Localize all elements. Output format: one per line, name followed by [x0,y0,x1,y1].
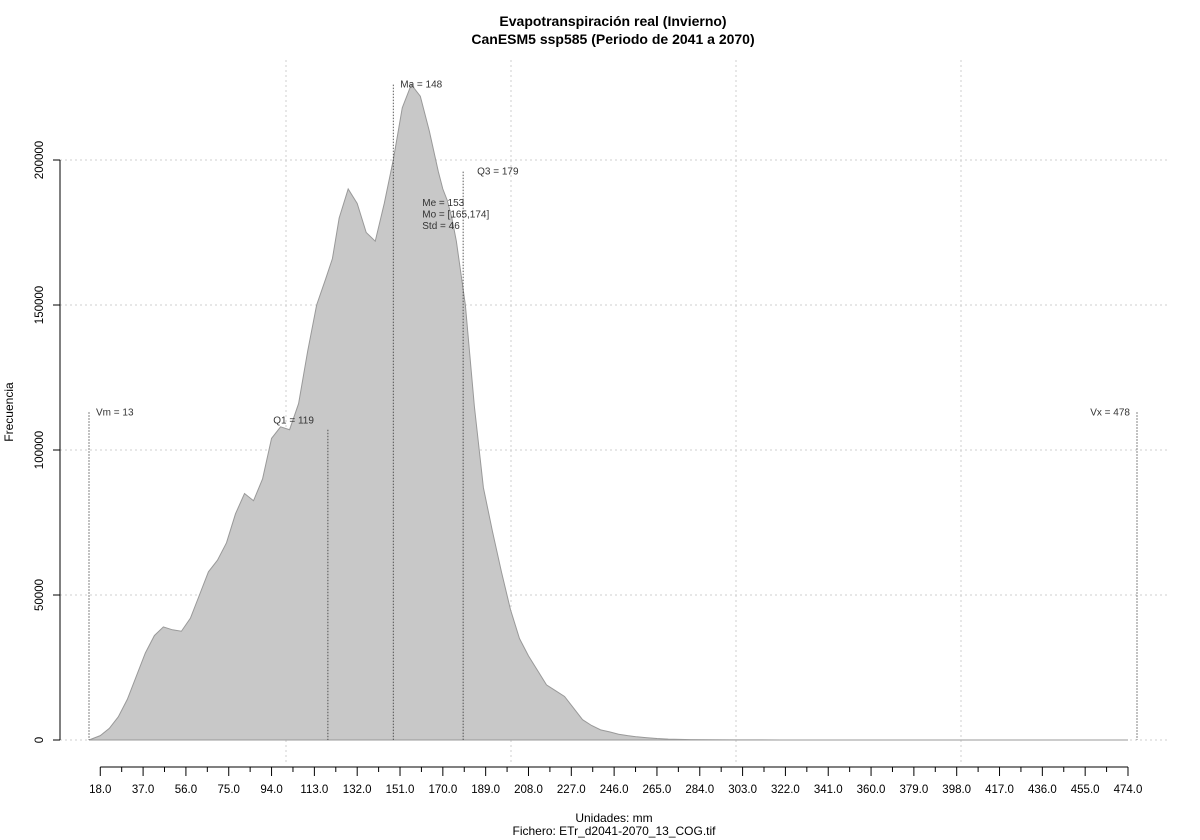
x-axis: 18.0 37.0 56.0 75.0 94.0 113.0 132.0 151.0 170.0… [89,766,1143,796]
x-tick-label: 474.0 [1114,784,1143,796]
stat-label: Me = 153 [422,198,464,209]
stat-annotations: Vm = 13 Vx = 478 Q1 = 119 Ma = 148 Q3 = 179 M… [96,80,1130,427]
file-footer: Fichero: ETr_d2041-2070_13_COG.tif [513,824,717,838]
x-tick-label: 398.0 [942,784,971,796]
x-tick-label: 436.0 [1028,784,1057,796]
x-tick-label: 94.0 [260,784,282,796]
vm-label: Vm = 13 [96,407,134,418]
y-tick-label: 200000 [34,141,46,179]
density-area [88,83,1128,741]
x-axis-label: Unidades: mm [575,811,652,825]
y-tick-label: 50000 [34,579,46,611]
vx-label: Vx = 478 [1090,407,1130,418]
y-axis: 0 50000 100000 150000 200000 [34,141,61,743]
y-axis-label: Frecuencia [2,382,16,442]
y-tick-label: 0 [34,737,46,743]
x-tick-label: 303.0 [728,784,757,796]
x-tick-label: 322.0 [771,784,800,796]
stat-marker-lines [88,84,1138,740]
x-tick-label: 360.0 [857,784,886,796]
ma-label: Ma = 148 [400,80,442,91]
x-tick-label: 246.0 [600,784,629,796]
x-tick-label: 284.0 [685,784,714,796]
x-tick-label: 379.0 [899,784,928,796]
x-tick-label: 75.0 [218,784,240,796]
stat-label: Std = 46 [422,221,460,232]
x-tick-label: 417.0 [985,784,1014,796]
y-tick-label: 150000 [34,286,46,324]
chart-title: Evapotranspiración real (Invierno) [499,13,726,29]
x-tick-label: 132.0 [343,784,372,796]
x-tick-label: 113.0 [300,784,328,796]
x-tick-label: 18.0 [89,784,111,796]
x-tick-label: 189.0 [471,784,500,796]
chart-subtitle: CanESM5 ssp585 (Periodo de 2041 a 2070) [471,31,754,47]
stat-label: Mo = [165,174] [422,210,489,221]
x-tick-label: 341.0 [814,784,843,796]
x-tick-label: 455.0 [1071,784,1100,796]
x-tick-label: 227.0 [557,784,586,796]
x-tick-label: 170.0 [428,784,457,796]
q1-label: Q1 = 119 [273,416,314,427]
y-tick-label: 100000 [34,431,46,469]
x-tick-label: 265.0 [643,784,672,796]
x-tick-label: 208.0 [514,784,543,796]
x-tick-label: 151.0 [386,784,415,796]
density-series [88,83,1128,741]
x-tick-label: 56.0 [175,784,197,796]
x-tick-label: 37.0 [132,784,154,796]
q3-label: Q3 = 179 [477,167,519,178]
